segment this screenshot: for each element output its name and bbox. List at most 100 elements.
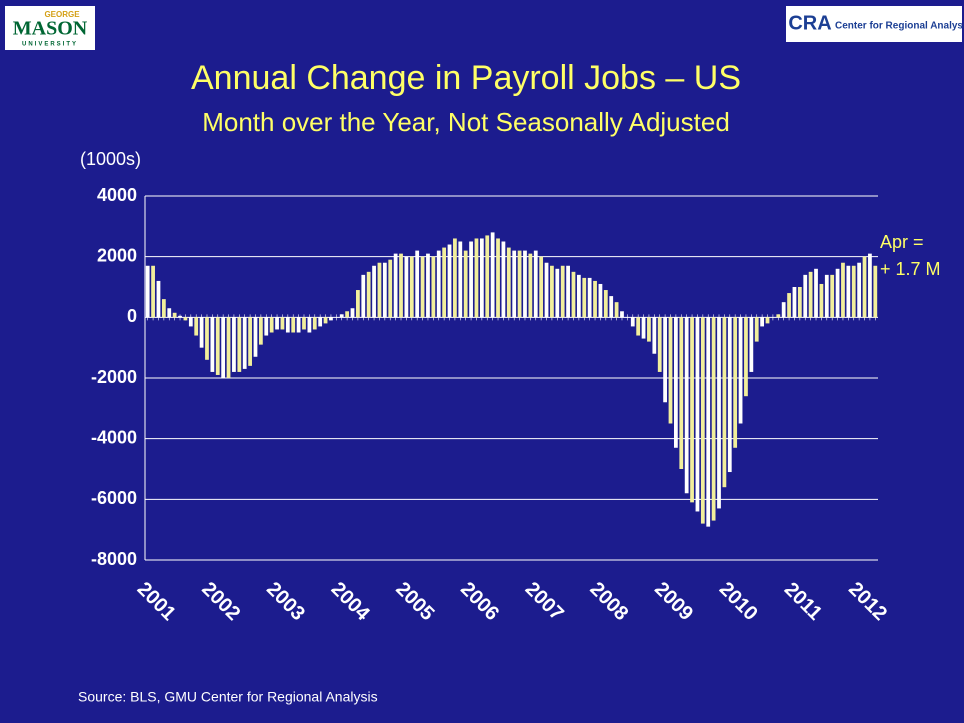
bar [453, 238, 457, 318]
y-tick-label: 0 [127, 306, 137, 326]
bar [318, 317, 323, 327]
bar [372, 265, 376, 318]
bar [684, 317, 689, 494]
bar [797, 287, 802, 318]
bar [868, 253, 872, 318]
bar [145, 265, 150, 318]
bar [587, 277, 592, 318]
y-tick-label: -6000 [91, 488, 137, 508]
bar [819, 283, 824, 318]
bar [269, 317, 274, 333]
bar [172, 312, 177, 318]
bar [765, 317, 770, 324]
bar [183, 317, 188, 321]
gmu-logo: GEORGE MASON UNIVERSITY [5, 6, 95, 50]
bar [506, 247, 511, 318]
bar [356, 290, 360, 318]
bar [636, 317, 641, 336]
bar [178, 315, 182, 318]
y-tick-label: -2000 [91, 367, 137, 387]
source: Source: BLS, GMU Center for Regional Ana… [78, 689, 378, 705]
bar [550, 265, 554, 318]
bar [727, 317, 732, 473]
bar [673, 317, 678, 448]
bar [436, 250, 441, 318]
bar [846, 265, 851, 318]
bar [873, 265, 878, 318]
bar [620, 311, 624, 318]
bar [232, 317, 236, 372]
bar [857, 262, 862, 318]
bar [652, 317, 657, 354]
bar [221, 317, 226, 378]
logo-text: CRA [788, 12, 831, 34]
bar [426, 253, 430, 318]
bar [469, 241, 473, 318]
bar [496, 238, 500, 318]
bar [835, 268, 840, 318]
logo-box [786, 6, 962, 42]
bar [280, 317, 285, 330]
bar [609, 296, 614, 318]
bar [717, 317, 721, 509]
bar [700, 317, 705, 524]
bar [544, 262, 549, 318]
bar [647, 317, 651, 342]
bar [576, 274, 581, 318]
bar [754, 317, 759, 342]
bar [167, 308, 172, 318]
bar [188, 317, 193, 327]
bar [776, 314, 781, 318]
bar [409, 256, 414, 318]
logo-text: GEORGE [44, 10, 80, 19]
bar [830, 274, 835, 318]
bar [603, 290, 608, 318]
bar [377, 262, 382, 318]
bar [199, 317, 204, 348]
bar [156, 280, 161, 318]
bar [490, 232, 495, 318]
annotation: + 1.7 M [880, 259, 941, 279]
bar [431, 256, 436, 318]
bar [350, 308, 355, 318]
bar [205, 317, 209, 360]
bar [248, 317, 252, 366]
bar [571, 271, 576, 318]
bar [404, 256, 409, 318]
bar [711, 317, 716, 521]
y-tick-label: 4000 [97, 185, 137, 205]
bar [851, 265, 856, 318]
bar [781, 302, 786, 318]
y-tick-label: 2000 [97, 245, 137, 265]
y-tick-label: -4000 [91, 427, 137, 447]
bar [382, 262, 387, 318]
bar [539, 256, 544, 318]
bar [210, 317, 215, 372]
bar [690, 317, 694, 503]
bar [339, 314, 344, 318]
bar [415, 250, 420, 318]
bar [442, 247, 447, 318]
bar [630, 317, 635, 327]
bar [485, 235, 490, 318]
bar [329, 317, 333, 321]
bar [323, 317, 328, 324]
bar [808, 271, 813, 318]
bar [285, 317, 290, 333]
bar [242, 317, 247, 369]
bar [361, 274, 366, 318]
logo-text: UNIVERSITY [22, 42, 78, 48]
bar [307, 317, 312, 333]
bar [744, 317, 748, 397]
annotation: Apr = [880, 232, 924, 252]
bar [479, 238, 484, 318]
bar [760, 317, 765, 327]
bar [792, 287, 797, 318]
bar [151, 265, 155, 318]
bar [657, 317, 662, 372]
bar [523, 250, 527, 318]
bar [706, 317, 711, 527]
bar [749, 317, 754, 372]
